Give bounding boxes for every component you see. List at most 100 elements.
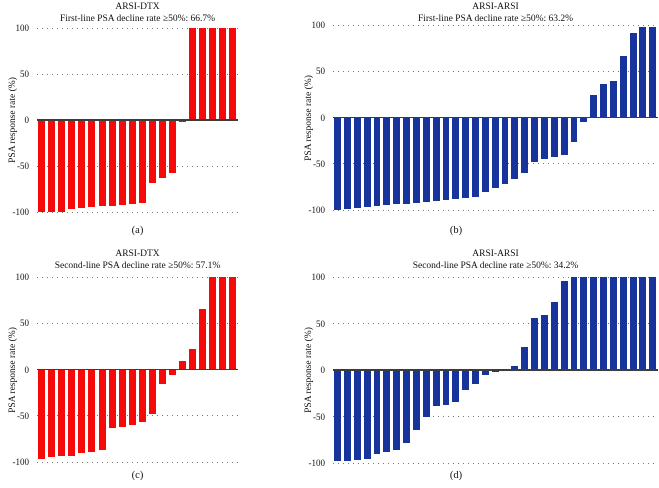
waterfall-bar — [68, 120, 76, 210]
waterfall-bar — [649, 26, 657, 118]
waterfall-bar — [48, 120, 56, 212]
panel-d-y-ticks: 100 50 0 -50 -100 — [296, 272, 329, 468]
waterfall-bar — [188, 349, 196, 370]
waterfall-bar — [521, 346, 529, 370]
y-tick-label-100: 100 — [15, 23, 30, 33]
panel-b-title-line2: First-line PSA decline rate ≥50%: 63.2% — [417, 14, 574, 24]
gridline--50 — [37, 415, 238, 417]
gridline-100 — [37, 276, 238, 278]
y-tick-label--50: -50 — [17, 410, 29, 421]
waterfall-bar — [452, 370, 460, 402]
waterfall-bar — [158, 120, 166, 178]
panel-d-plot-area — [333, 276, 658, 464]
waterfall-bar — [108, 369, 116, 428]
panel-c-caption: (c) — [131, 470, 144, 481]
waterfall-bar — [462, 117, 470, 198]
y-tick-label--50: -50 — [313, 158, 325, 169]
panel-c-title: ARSI-DTX Second-line PSA decline rate ≥5… — [37, 248, 238, 272]
y-tick-label--50: -50 — [17, 161, 29, 171]
waterfall-bar — [88, 369, 96, 452]
waterfall-bar — [550, 117, 558, 158]
waterfall-bar — [118, 120, 126, 205]
waterfall-bar — [199, 28, 207, 120]
waterfall-bar — [550, 302, 558, 370]
waterfall-bar — [38, 120, 46, 212]
waterfall-bar — [98, 120, 106, 207]
gridline--50 — [37, 165, 238, 167]
y-tick-label-0: 0 — [320, 365, 326, 375]
waterfall-bar — [432, 117, 440, 201]
waterfall-bar — [344, 117, 351, 210]
y-tick-label-0: 0 — [320, 112, 326, 123]
panel-b-y-ticks: 100 50 0 -50 -100 — [296, 20, 329, 215]
waterfall-bar — [138, 369, 146, 423]
y-tick-label--100: -100 — [308, 205, 326, 215]
waterfall-bar — [128, 120, 136, 204]
waterfall-bar — [88, 120, 96, 208]
waterfall-bar — [491, 117, 499, 188]
gridline--100 — [37, 211, 238, 213]
waterfall-bar — [442, 117, 450, 200]
gridline-100 — [333, 24, 658, 26]
y-tick-label-100: 100 — [311, 272, 326, 282]
waterfall-bar — [521, 117, 529, 173]
waterfall-bar — [209, 28, 217, 120]
waterfall-bar — [353, 370, 361, 461]
panel-a-title: ARSI-DTX First-line PSA decline rate ≥50… — [37, 1, 238, 25]
gridline--100 — [37, 461, 238, 463]
y-tick-label-50: 50 — [316, 318, 325, 329]
waterfall-bar — [609, 81, 617, 118]
waterfall-bar — [531, 117, 539, 162]
y-tick-label-100: 100 — [311, 20, 326, 30]
panel-b-title: ARSI-ARSI First-line PSA decline rate ≥5… — [333, 1, 658, 25]
panel-d-title-line1: ARSI-ARSI — [472, 249, 519, 259]
waterfall-bar — [178, 120, 186, 122]
waterfall-bar — [373, 117, 381, 207]
waterfall-bar — [619, 55, 627, 118]
y-tick-label-0: 0 — [24, 115, 30, 125]
panel-c-title-line1: ARSI-DTX — [115, 249, 160, 259]
waterfall-bar — [78, 120, 86, 209]
waterfall-bar — [590, 277, 598, 370]
y-tick-label-50: 50 — [316, 66, 325, 77]
waterfall-bar — [118, 369, 126, 427]
panel-a-caption: (a) — [131, 225, 144, 236]
waterfall-bar — [580, 277, 588, 370]
gridline-100 — [37, 27, 238, 29]
y-tick-label-50: 50 — [20, 318, 29, 329]
waterfall-bar — [188, 28, 196, 120]
waterfall-bar — [481, 117, 489, 192]
waterfall-bar — [138, 120, 146, 203]
panel-d-title: ARSI-ARSI Second-line PSA decline rate ≥… — [333, 248, 658, 272]
panel-c-zero-axis-line — [37, 368, 238, 371]
waterfall-bar — [158, 369, 166, 385]
waterfall-bar — [452, 117, 460, 199]
panel-a-plot-area — [37, 27, 238, 213]
waterfall-bar — [58, 369, 66, 457]
waterfall-bar — [511, 366, 519, 370]
waterfall-bar — [344, 370, 351, 462]
gridline--100 — [333, 462, 658, 464]
waterfall-bar — [148, 369, 156, 414]
gridline--100 — [333, 209, 658, 211]
panel-b-title-line1: ARSI-ARSI — [472, 2, 519, 12]
waterfall-bar — [541, 117, 548, 160]
panel-c-plot-area — [37, 276, 238, 463]
waterfall-bar — [383, 117, 391, 206]
panel-b-caption: (b) — [449, 225, 463, 236]
waterfall-bar — [393, 117, 401, 205]
waterfall-bar — [178, 361, 186, 370]
panel-a-title-line2: First-line PSA decline rate ≥50%: 66.7% — [59, 14, 216, 24]
waterfall-bar — [649, 277, 657, 370]
waterfall-bar — [531, 317, 539, 370]
waterfall-bar — [491, 370, 499, 372]
gridline-50 — [37, 73, 238, 75]
waterfall-bar — [629, 33, 637, 118]
waterfall-bar — [334, 117, 342, 210]
gridline-100 — [333, 276, 658, 278]
waterfall-bar — [432, 370, 440, 407]
waterfall-bar — [363, 117, 371, 208]
panel-a-zero-axis-line — [37, 119, 238, 121]
waterfall-bar — [373, 370, 381, 454]
